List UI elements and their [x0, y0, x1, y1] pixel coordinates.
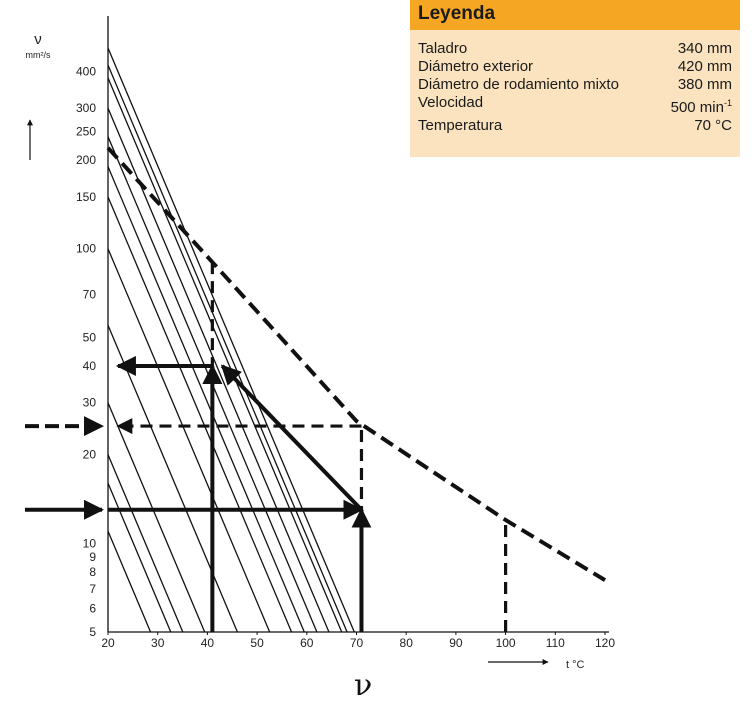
x-tick-label: 70 [350, 636, 364, 650]
legend-row-label: Diámetro exterior [418, 58, 534, 75]
y-tick-label: 7 [89, 582, 96, 596]
legend-row-value: 420 mm [677, 58, 732, 75]
legend-row-label: Temperatura [418, 117, 503, 134]
y-tick-label: 250 [76, 124, 96, 138]
y-tick-label: 100 [76, 242, 96, 256]
legend-row-sup: -1 [723, 98, 732, 108]
legend-panel: Leyenda Taladro 340 mm Diámetro exterior 42… [410, 0, 740, 157]
y-axis-unit: mm²/s [26, 50, 51, 60]
x-tick-label: 110 [546, 636, 565, 650]
legend-rows: Taladro 340 mm Diámetro exterior 420 mm Diám… [410, 30, 740, 135]
x-tick-label: 100 [496, 636, 516, 650]
reference-line-7 [107, 166, 305, 633]
x-tick-label: 80 [400, 636, 414, 650]
reference-line-0 [107, 530, 152, 633]
legend-row-value: 500 min-1 [670, 98, 732, 116]
x-tick-label: 20 [101, 636, 115, 650]
legend-row: Velocidad 500 min-1 [418, 94, 732, 117]
reference-line-2 [107, 454, 184, 633]
x-tick-label: 30 [151, 636, 165, 650]
y-tick-label: 200 [76, 153, 96, 167]
x-tick-label: 60 [300, 636, 314, 650]
reference-line-10 [107, 77, 343, 633]
reference-line-11 [107, 64, 348, 633]
legend-row: Diámetro exterior 420 mm [418, 58, 732, 76]
legend-row: Temperatura 70 °C [418, 117, 732, 135]
x-tick-label: 40 [201, 636, 215, 650]
x-tick-label: 50 [250, 636, 264, 650]
axis-labels: ν mm²/s t °C [26, 31, 585, 671]
legend-row-value: 340 mm [677, 40, 732, 57]
y-tick-label: 50 [83, 330, 97, 344]
reference-lines [107, 47, 355, 633]
reference-line-4 [107, 324, 238, 633]
legend-title: Leyenda [410, 0, 740, 30]
series-line-0 [106, 146, 607, 582]
y-tick-label: 400 [76, 64, 96, 78]
legend-row-label: Taladro [418, 40, 468, 57]
series-lines [106, 146, 607, 582]
reference-line-1 [107, 482, 172, 633]
y-tick-label: 20 [83, 448, 97, 462]
legend-row-value: 70 °C [694, 117, 732, 134]
x-tick-label: 90 [449, 636, 463, 650]
axes [27, 16, 609, 665]
y-tick-label: 8 [89, 565, 96, 579]
legend-row-label: Diámetro de rodamiento mixto [418, 76, 619, 93]
annotation-line-1 [220, 364, 363, 512]
reference-line-3 [107, 402, 206, 633]
x-axis-label: t °C [566, 659, 585, 671]
reference-line-5 [107, 248, 271, 633]
reference-line-12 [107, 47, 355, 633]
legend-row-label: Velocidad [418, 94, 484, 111]
x-tick-label: 120 [595, 636, 615, 650]
y-tick-label: 300 [76, 101, 96, 115]
y-tick-label: 10 [83, 536, 97, 550]
annotation-arrows [25, 262, 508, 632]
y-axis-symbol: ν [34, 31, 42, 48]
legend-row-value: 380 mm [677, 76, 732, 93]
y-tick-label: 5 [89, 625, 96, 639]
y-tick-label: 9 [89, 550, 96, 564]
y-tick-label: 30 [83, 396, 97, 410]
legend-row: Diámetro de rodamiento mixto 380 mm [418, 76, 732, 94]
legend-row: Taladro 340 mm [418, 40, 732, 58]
y-tick-label: 40 [83, 359, 97, 373]
reference-line-6 [107, 196, 293, 633]
y-tick-label: 150 [76, 190, 96, 204]
y-tick-label: 6 [89, 602, 96, 616]
y-tick-label: 70 [83, 287, 97, 301]
bottom-symbol: ν [354, 668, 373, 703]
